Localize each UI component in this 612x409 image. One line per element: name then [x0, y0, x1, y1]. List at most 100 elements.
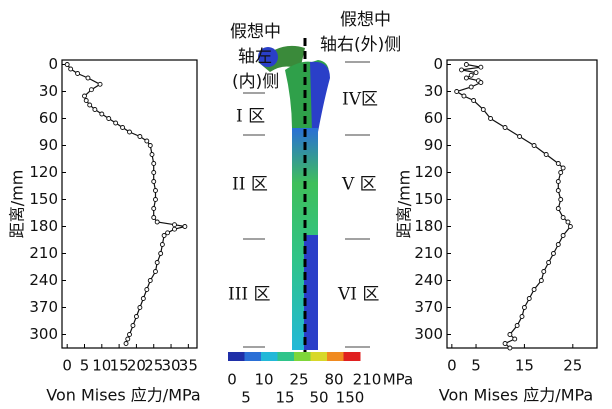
- stress-point: [98, 82, 102, 86]
- stress-point: [561, 216, 565, 220]
- stress-point: [138, 135, 142, 139]
- stress-point: [556, 207, 560, 211]
- stress-point: [561, 166, 565, 170]
- stress-point: [503, 126, 507, 130]
- stress-point: [76, 72, 80, 76]
- stress-point: [152, 216, 156, 220]
- colorbar-swatch: [278, 352, 295, 361]
- y-tick-label: 0: [433, 55, 443, 73]
- stress-point: [153, 198, 157, 202]
- colorbar-label: 25: [289, 371, 308, 389]
- colorbar-label: 15: [275, 389, 294, 407]
- x-tick-label: 10: [92, 357, 111, 375]
- stress-point: [107, 117, 111, 121]
- stress-point: [566, 220, 570, 224]
- stress-point: [508, 333, 512, 337]
- side-label: 假想中: [230, 22, 281, 42]
- stress-point: [556, 243, 560, 247]
- stress-point: [532, 144, 536, 148]
- stress-point: [462, 94, 466, 98]
- y-axis-label: 距离/mm: [8, 170, 27, 239]
- x-tick-label: 0: [62, 357, 72, 375]
- plot-frame: [447, 60, 597, 348]
- stress-point: [159, 252, 163, 256]
- stress-point: [503, 342, 507, 346]
- stress-point: [69, 67, 73, 71]
- stress-point: [556, 162, 560, 166]
- zone-label: V 区: [341, 175, 377, 195]
- stress-point: [522, 306, 526, 310]
- y-tick-label: 60: [39, 109, 58, 127]
- y-tick-label: 180: [414, 217, 443, 235]
- stress-point: [183, 225, 187, 229]
- stress-point: [155, 261, 159, 265]
- stress-point: [559, 198, 563, 202]
- colorbar-swatch: [344, 352, 361, 361]
- stress-point: [150, 153, 154, 157]
- stress-point: [568, 225, 572, 229]
- zone-label: III 区: [228, 285, 271, 305]
- side-label: 轴右(外)侧: [320, 35, 401, 55]
- stress-point: [559, 171, 563, 175]
- y-tick-label: 150: [29, 190, 58, 208]
- stress-point: [152, 180, 156, 184]
- x-tick-label: 0: [447, 357, 457, 375]
- x-tick-label: 30: [161, 357, 180, 375]
- x-tick-label: 5: [80, 357, 90, 375]
- stress-point: [100, 112, 104, 116]
- y-axis-label: 距离/mm: [395, 170, 414, 239]
- zone-label: IV区: [342, 90, 378, 110]
- y-tick-label: 300: [414, 325, 443, 343]
- y-tick-label: 120: [414, 163, 443, 181]
- stress-point: [155, 220, 159, 224]
- colorbar-label: 210: [353, 371, 382, 389]
- side-label: 假想中: [340, 10, 391, 30]
- colorbar-label: 50: [309, 389, 328, 407]
- colorbar-label: 150: [336, 389, 365, 407]
- colorbar-swatch: [311, 352, 328, 361]
- y-tick-label: 180: [29, 217, 58, 235]
- stress-point: [152, 171, 156, 175]
- stress-point: [469, 85, 473, 89]
- stress-point: [173, 227, 177, 231]
- stress-point: [474, 71, 478, 75]
- stress-point: [479, 81, 483, 85]
- stress-point: [124, 342, 128, 346]
- colorbar-swatch: [327, 352, 344, 361]
- stress-point: [173, 223, 177, 227]
- stress-point: [153, 270, 157, 274]
- y-tick-label: 370: [414, 298, 443, 316]
- stress-point: [152, 207, 156, 211]
- stress-point: [148, 279, 152, 283]
- colorbar-label: 5: [241, 389, 251, 407]
- stress-point: [513, 337, 517, 341]
- x-tick-label: 15: [515, 357, 534, 375]
- stress-point: [160, 243, 164, 247]
- stress-point: [489, 117, 493, 121]
- stress-point: [460, 68, 464, 72]
- stress-point: [126, 337, 130, 341]
- stress-point: [83, 94, 87, 98]
- y-tick-label: 150: [414, 190, 443, 208]
- stress-point: [65, 63, 69, 67]
- stress-point: [520, 315, 524, 319]
- x-tick-label: 25: [144, 357, 163, 375]
- stress-point: [93, 108, 97, 112]
- stress-point: [515, 324, 519, 328]
- stress-point: [539, 279, 543, 283]
- stress-point: [469, 73, 473, 77]
- stress-point: [561, 234, 565, 238]
- plot-frame: [62, 60, 197, 348]
- x-tick-label: 5: [471, 357, 481, 375]
- stress-point: [527, 297, 531, 301]
- stress-point: [532, 288, 536, 292]
- stress-point: [134, 315, 138, 319]
- y-tick-label: 240: [29, 271, 58, 289]
- colorbar-label: 80: [324, 371, 343, 389]
- stress-point: [455, 90, 459, 94]
- stress-point: [542, 270, 546, 274]
- stress-point: [556, 180, 560, 184]
- x-tick-label: 25: [563, 357, 582, 375]
- stress-point: [88, 103, 92, 107]
- colorbar-swatch: [228, 352, 245, 361]
